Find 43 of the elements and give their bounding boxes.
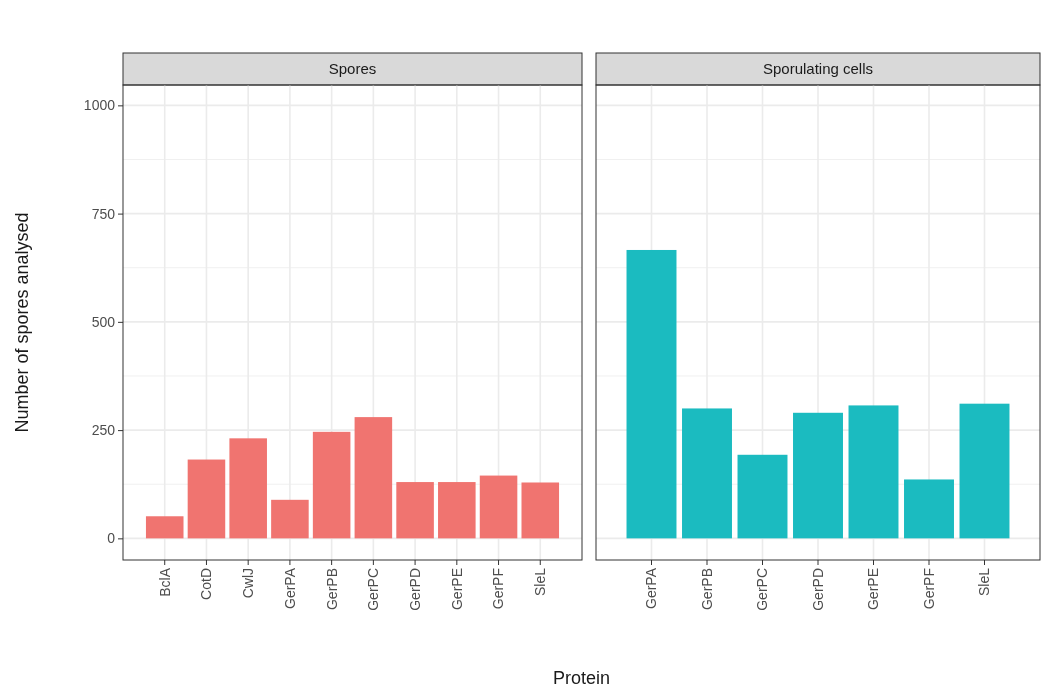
bar [521,482,560,539]
y-tick-label: 250 [91,422,116,439]
bar [737,454,788,539]
x-tick-label: GerPF [920,568,937,610]
x-tick-label: GerPE [865,568,882,611]
x-tick-label: GerPF [490,568,507,610]
x-tick-label: BclA [156,567,173,597]
bar [145,516,184,539]
x-tick-label: GerPE [448,568,465,611]
bar [626,249,677,539]
bar [271,499,309,539]
x-tick-label: GerPC [754,568,771,611]
bar [438,482,476,539]
x-tick-label: GerPB [323,568,340,611]
x-tick-label: CwlJ [240,568,257,599]
bar [848,405,899,539]
bar [312,431,351,539]
bar [479,475,518,539]
x-tick-label: SleL [532,567,549,597]
x-tick-label: GerPA [643,567,660,609]
x-tick-label: GerPB [698,568,715,611]
x-axis-title: Protein [552,668,611,688]
bar [959,403,1010,539]
x-tick-label: CotD [198,568,215,600]
bar [793,412,843,539]
x-tick-label: GerPA [281,567,298,609]
x-tick-label: GerPD [406,568,423,611]
chart-title: Sporulating cells [762,60,874,77]
bar [396,482,434,539]
x-tick-label: GerPC [365,568,382,611]
x-tick-label: SleL [976,567,993,597]
bar [904,479,954,539]
bar [682,408,732,539]
y-tick-label: 750 [91,205,116,222]
x-tick-label: GerPD [809,568,826,611]
y-tick-label: 500 [91,313,116,330]
y-tick-label: 1000 [83,97,116,114]
bar [187,459,226,539]
bar [354,417,393,539]
y-tick-label: 0 [107,530,116,547]
chart-title: Spores [328,60,377,77]
y-axis-title: Number of spores analysed [12,212,32,433]
bar [229,438,267,539]
